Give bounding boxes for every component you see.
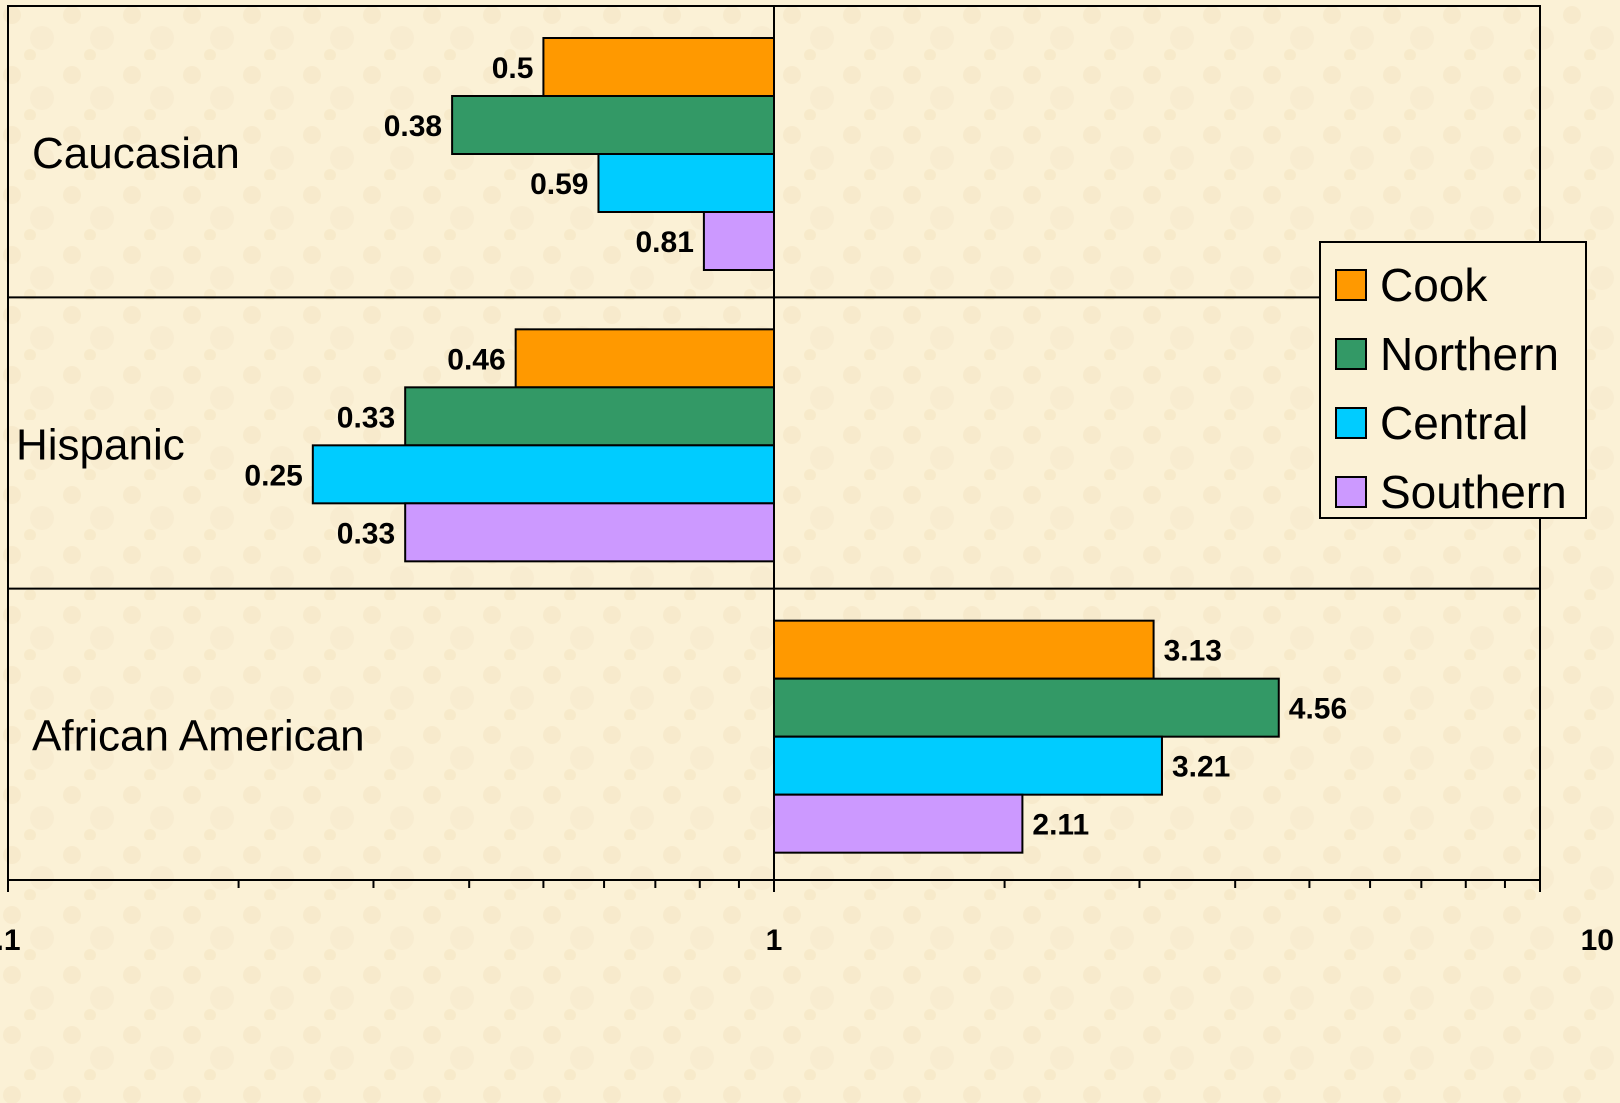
x-tick-label: 10 [1581, 924, 1614, 957]
legend-swatch [1335, 269, 1367, 301]
category-label: Hispanic [16, 420, 185, 469]
bar [514, 328, 775, 389]
legend-entry: Southern [1380, 466, 1567, 518]
legend-swatch [1335, 338, 1367, 370]
data-label: 0.81 [636, 226, 694, 259]
legend-entry: Cook [1380, 259, 1488, 311]
category-label: Caucasian [32, 129, 240, 178]
legend-entry: Northern [1380, 328, 1559, 380]
bar [773, 793, 1024, 854]
data-label: 3.21 [1172, 751, 1230, 784]
x-tick-label: 1 [766, 924, 783, 957]
legend-swatch [1335, 407, 1367, 439]
bars-group [311, 37, 1280, 854]
data-label: 3.13 [1164, 635, 1222, 668]
data-label: 0.38 [384, 110, 442, 143]
bar [451, 95, 775, 155]
data-label: 0.59 [530, 168, 588, 201]
legend-entry: Central [1380, 397, 1528, 449]
x-tick-label: .1 [0, 924, 21, 957]
data-label: 0.5 [492, 52, 534, 85]
labels-group: .1 1 10 Caucasian 0.5 0.38 0.59 0.81 Hispanic 0.4… [0, 52, 1614, 957]
data-label: 0.25 [244, 459, 302, 492]
bar [404, 502, 775, 563]
legend: Cook Northern Central Southern [1319, 241, 1587, 519]
data-label: 0.33 [337, 401, 395, 434]
data-label: 4.56 [1289, 693, 1347, 726]
data-label: 2.11 [1032, 809, 1089, 842]
data-label: 0.33 [337, 517, 395, 550]
legend-swatch [1335, 476, 1367, 508]
data-label: 0.46 [447, 343, 505, 376]
bar [773, 677, 1280, 738]
bar [404, 386, 775, 447]
bar [773, 619, 1155, 680]
bar [311, 444, 775, 505]
bar [597, 153, 776, 213]
category-label: African American [32, 712, 365, 761]
bar [773, 735, 1163, 796]
bar [542, 37, 775, 97]
bar [702, 211, 776, 271]
